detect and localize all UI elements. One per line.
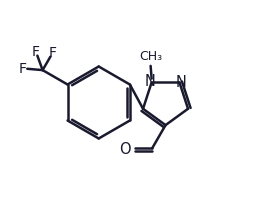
Text: N: N	[175, 74, 186, 89]
Text: F: F	[31, 44, 39, 59]
Text: N: N	[144, 73, 155, 88]
Text: O: O	[119, 141, 130, 156]
Text: CH₃: CH₃	[138, 49, 162, 62]
Text: F: F	[49, 46, 57, 60]
Text: F: F	[18, 62, 26, 76]
